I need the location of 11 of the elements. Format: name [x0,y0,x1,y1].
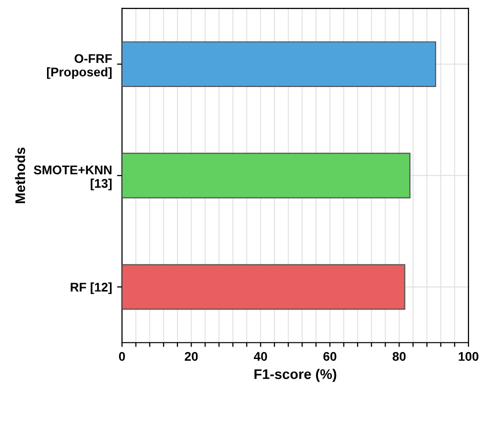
x-tick-label: 40 [254,352,268,361]
x-tick-label: 80 [392,352,406,361]
x-axis-title: F1-score (%) [254,368,336,382]
x-tick-label: 0 [119,352,125,361]
y-axis-title: Methods [14,148,26,204]
x-tick-label: 60 [323,352,336,361]
x-tick-label: 20 [184,352,198,361]
y-tick-label: O-FRF [Proposed] [47,54,112,79]
y-tick-label: SMOTE+KNN [13] [34,166,112,190]
y-tick-label: RF [12] [70,282,112,294]
x-tick-label: 100 [458,352,478,361]
